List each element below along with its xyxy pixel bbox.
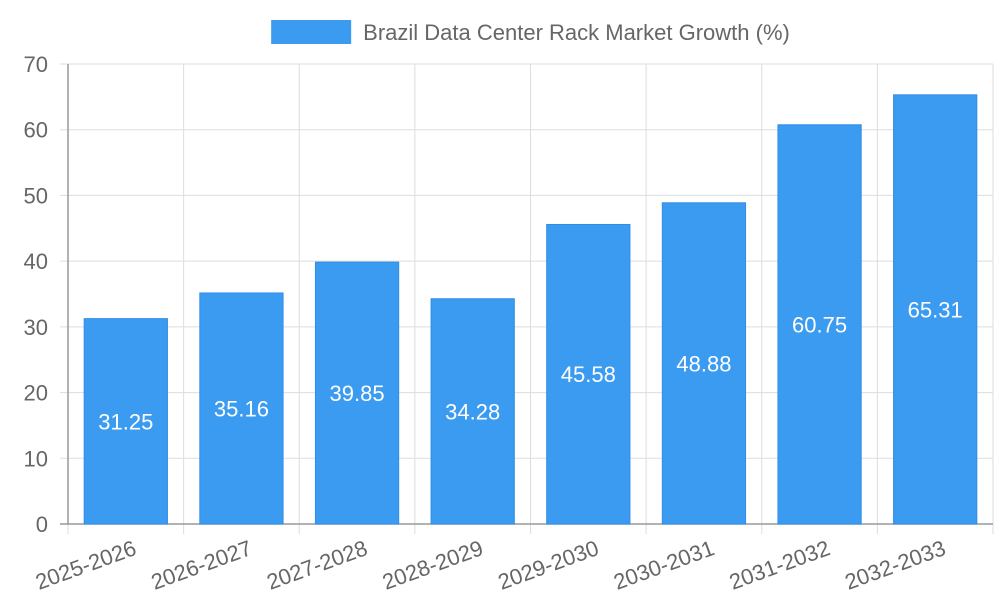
bar[interactable] xyxy=(314,261,400,525)
x-tick-label: 2032-2033 xyxy=(841,535,948,594)
bar-value-label: 45.58 xyxy=(561,362,616,387)
x-tick-label: 2025-2026 xyxy=(32,535,139,594)
y-tick-label: 70 xyxy=(24,52,48,77)
x-tick-label: 2030-2031 xyxy=(610,535,717,594)
bar[interactable] xyxy=(83,318,168,525)
x-tick-label: 2028-2029 xyxy=(379,535,486,594)
bar[interactable] xyxy=(430,298,515,525)
y-tick-label: 20 xyxy=(24,381,48,406)
y-tick-label: 60 xyxy=(24,118,48,143)
x-tick-label: 2027-2028 xyxy=(263,535,370,594)
legend-swatch[interactable] xyxy=(271,20,352,44)
bar-value-label: 60.75 xyxy=(792,312,847,337)
bar[interactable] xyxy=(199,292,284,525)
x-tick-label: 2029-2030 xyxy=(495,535,602,594)
bar-value-label: 35.16 xyxy=(214,396,269,421)
legend-label[interactable]: Brazil Data Center Rack Market Growth (%… xyxy=(363,20,790,45)
bar-value-label: 34.28 xyxy=(445,399,500,424)
y-tick-label: 10 xyxy=(24,446,48,471)
bar-value-label: 31.25 xyxy=(98,409,153,434)
bar-value-label: 48.88 xyxy=(676,351,731,376)
x-tick-label: 2031-2032 xyxy=(726,535,833,594)
y-tick-label: 0 xyxy=(36,512,48,537)
bar[interactable] xyxy=(546,223,631,525)
y-tick-label: 40 xyxy=(24,249,48,274)
y-tick-label: 50 xyxy=(24,183,48,208)
bar[interactable] xyxy=(661,202,747,525)
bar-value-label: 39.85 xyxy=(330,381,385,406)
legend[interactable]: Brazil Data Center Rack Market Growth (%… xyxy=(271,20,790,45)
x-tick-label: 2026-2027 xyxy=(148,535,255,594)
data-labels: 31.25 35.16 39.85 34.28 45.58 48.88 60.75 65.31 xyxy=(98,297,962,434)
bars xyxy=(83,94,978,525)
bar[interactable] xyxy=(777,124,862,525)
bar[interactable] xyxy=(893,94,978,525)
y-tick-label: 30 xyxy=(24,315,48,340)
bar-value-label: 65.31 xyxy=(908,297,963,322)
